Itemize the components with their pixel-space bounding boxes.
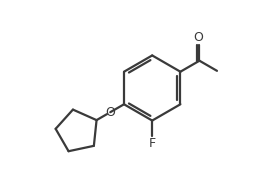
Text: O: O <box>105 106 115 119</box>
Text: O: O <box>193 31 203 44</box>
Text: F: F <box>149 137 156 150</box>
